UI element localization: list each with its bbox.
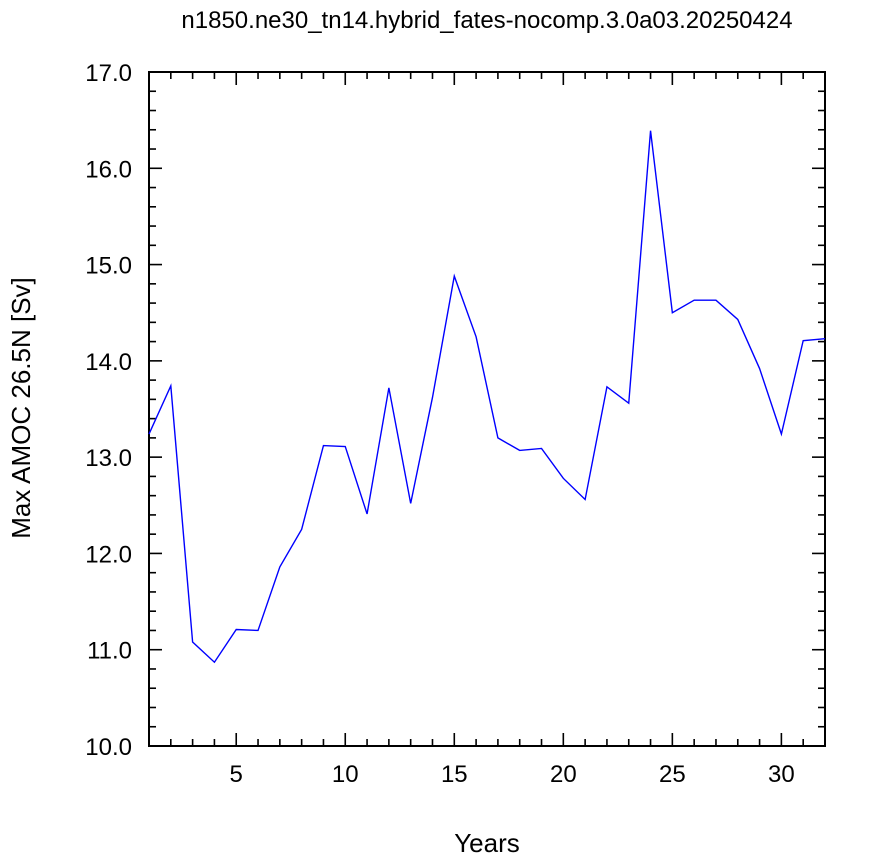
x-tick-label: 5: [230, 761, 243, 788]
x-tick-label: 15: [441, 761, 468, 788]
x-axis-title: Years: [454, 828, 520, 858]
plot-frame: [148, 71, 826, 747]
amoc-series-line: [148, 130, 826, 664]
y-tick-label: 12.0: [85, 541, 132, 568]
y-tick-label: 10.0: [85, 734, 132, 761]
ticks-group: [148, 71, 826, 747]
y-tick-label: 15.0: [85, 253, 132, 280]
y-tick-label: 16.0: [85, 156, 132, 183]
x-tick-label: 25: [659, 761, 686, 788]
y-tick-label: 11.0: [87, 638, 132, 665]
y-tick-label: 17.0: [85, 60, 132, 87]
x-tick-label: 20: [550, 761, 577, 788]
chart-title: n1850.ne30_tn14.hybrid_fates-nocomp.3.0a…: [181, 7, 792, 34]
y-tick-label: 14.0: [85, 349, 132, 376]
tick-labels-group: 5 10 15 20 25 30 10.0 11.0 12.0 13.0 14.0 15.0 16.0 1…: [85, 60, 794, 788]
x-tick-label: 30: [768, 761, 795, 788]
y-tick-label: 13.0: [85, 445, 132, 472]
x-tick-label: 10: [332, 761, 359, 788]
y-axis-title: Max AMOC 26.5N [Sv]: [6, 277, 36, 539]
